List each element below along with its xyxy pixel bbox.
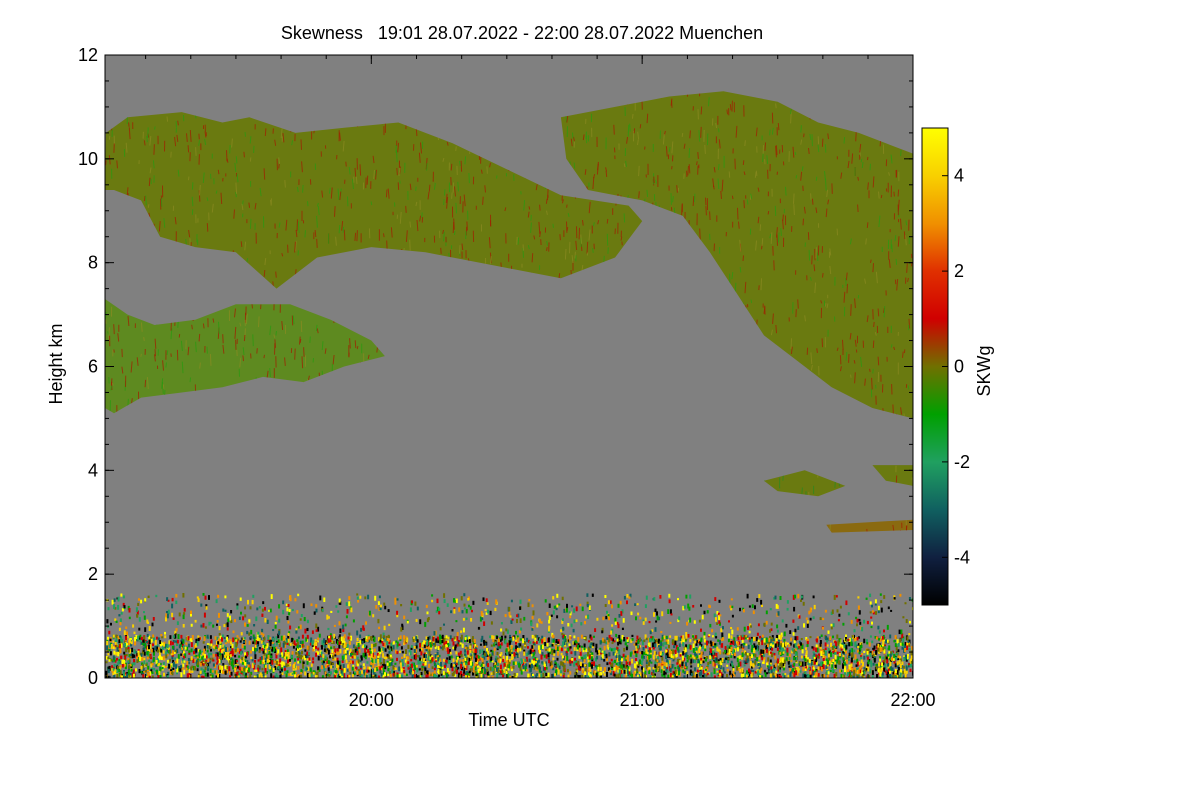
x-tick-label: 22:00 (890, 690, 935, 710)
cloud-region-fill (826, 519, 913, 533)
cloud-region-fill (764, 470, 846, 497)
y-axis: 0 2 4 6 8 10 12 (78, 45, 913, 688)
colorbar-ticks: 4 2 0 -2 -4 (942, 166, 970, 567)
y-tick-label: 6 (88, 357, 98, 377)
colorbar-tick-label: 2 (954, 261, 964, 281)
colorbar-tick-label: -2 (954, 452, 970, 472)
cloud-region-fill (105, 299, 385, 414)
y-tick-label: 0 (88, 668, 98, 688)
y-tick-label: 12 (78, 45, 98, 65)
x-tick-label: 20:00 (349, 690, 394, 710)
colorbar-tick-label: 4 (954, 166, 964, 186)
x-tick-label: 21:00 (620, 690, 665, 710)
y-tick-label: 4 (88, 460, 98, 480)
colorbar-tick-label: -4 (954, 547, 970, 567)
colorbar-label: SKWg (974, 345, 994, 396)
cloud-region-fill (105, 112, 643, 289)
x-axis-label: Time UTC (468, 710, 549, 730)
boundary-layer-speckle (105, 593, 913, 678)
y-tick-label: 2 (88, 564, 98, 584)
chart-title: Skewness 19:01 28.07.2022 - 22:00 28.07.… (281, 23, 763, 43)
y-tick-label: 10 (78, 149, 98, 169)
colorbar: 4 2 0 -2 -4 SKWg (921, 127, 994, 606)
cloud-region-fill (872, 465, 913, 486)
cloud-regions (105, 91, 913, 533)
colorbar-tick-label: 0 (954, 357, 964, 377)
y-tick-label: 8 (88, 253, 98, 273)
x-axis: 20:00 21:00 22:00 (145, 55, 936, 710)
plot-area (104, 54, 914, 679)
y-axis-label: Height km (46, 323, 66, 404)
